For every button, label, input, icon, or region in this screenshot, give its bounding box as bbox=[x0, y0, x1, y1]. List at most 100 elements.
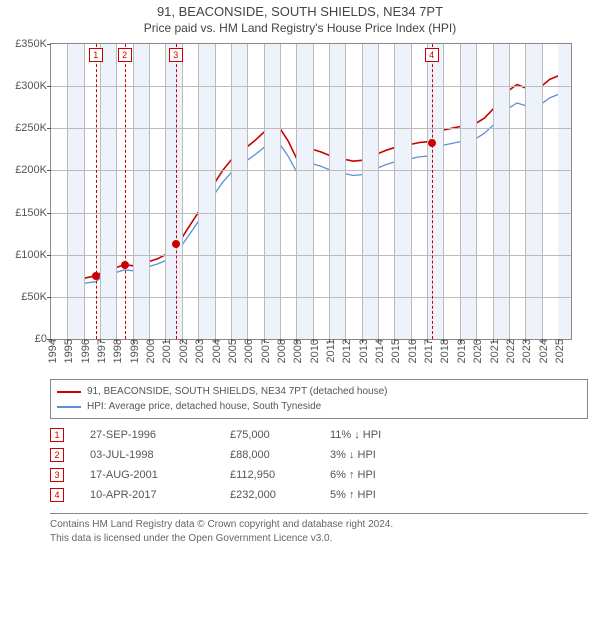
x-axis-label: 2012 bbox=[341, 339, 353, 363]
year-band bbox=[231, 44, 247, 339]
x-axis-label: 2004 bbox=[211, 339, 223, 363]
x-tick bbox=[149, 339, 150, 343]
x-tick bbox=[296, 339, 297, 343]
year-band bbox=[525, 44, 541, 339]
y-axis-label: £300K bbox=[15, 80, 47, 92]
x-axis-label: 2025 bbox=[554, 339, 566, 363]
x-tick bbox=[411, 339, 412, 343]
v-gridline bbox=[313, 44, 314, 339]
sale-refline bbox=[96, 44, 97, 339]
x-tick bbox=[182, 339, 183, 343]
x-axis-label: 2006 bbox=[243, 339, 255, 363]
year-band bbox=[264, 44, 280, 339]
v-gridline bbox=[476, 44, 477, 339]
row-hpi-delta: 11% ↓ HPI bbox=[330, 429, 440, 441]
year-band bbox=[329, 44, 345, 339]
x-tick bbox=[67, 339, 68, 343]
v-gridline bbox=[247, 44, 248, 339]
x-tick bbox=[280, 339, 281, 343]
row-marker: 1 bbox=[50, 428, 64, 442]
v-gridline bbox=[198, 44, 199, 339]
x-axis-label: 2000 bbox=[145, 339, 157, 363]
sale-marker: 4 bbox=[425, 48, 439, 62]
year-band bbox=[133, 44, 149, 339]
footer-attribution: Contains HM Land Registry data © Crown c… bbox=[50, 513, 588, 545]
row-price: £232,000 bbox=[230, 489, 330, 501]
y-tick bbox=[47, 213, 51, 214]
x-tick bbox=[100, 339, 101, 343]
y-axis-label: £200K bbox=[15, 164, 47, 176]
year-band bbox=[67, 44, 83, 339]
y-tick bbox=[47, 128, 51, 129]
table-row: 1 27-SEP-1996£75,00011% ↓ HPI bbox=[50, 425, 588, 445]
x-axis-label: 2016 bbox=[407, 339, 419, 363]
year-band bbox=[493, 44, 509, 339]
v-gridline bbox=[460, 44, 461, 339]
x-axis-label: 2013 bbox=[358, 339, 370, 363]
v-gridline bbox=[149, 44, 150, 339]
x-tick bbox=[525, 339, 526, 343]
year-band bbox=[362, 44, 378, 339]
y-tick bbox=[47, 86, 51, 87]
row-date: 17-AUG-2001 bbox=[90, 469, 230, 481]
v-gridline bbox=[231, 44, 232, 339]
legend-item: 91, BEACONSIDE, SOUTH SHIELDS, NE34 7PT … bbox=[57, 384, 581, 399]
x-axis-label: 2020 bbox=[472, 339, 484, 363]
chart-title: 91, BEACONSIDE, SOUTH SHIELDS, NE34 7PT bbox=[0, 4, 600, 19]
v-gridline bbox=[345, 44, 346, 339]
year-band bbox=[296, 44, 312, 339]
v-gridline bbox=[394, 44, 395, 339]
year-band bbox=[427, 44, 443, 339]
x-tick bbox=[460, 339, 461, 343]
y-tick bbox=[47, 255, 51, 256]
sale-refline bbox=[176, 44, 177, 339]
year-band bbox=[100, 44, 116, 339]
sale-dot bbox=[92, 272, 100, 280]
row-hpi-delta: 5% ↑ HPI bbox=[330, 489, 440, 501]
x-axis-label: 2001 bbox=[161, 339, 173, 363]
x-tick bbox=[493, 339, 494, 343]
x-tick bbox=[247, 339, 248, 343]
legend-swatch bbox=[57, 391, 81, 393]
x-axis-label: 2015 bbox=[390, 339, 402, 363]
sale-refline bbox=[432, 44, 433, 339]
row-price: £88,000 bbox=[230, 449, 330, 461]
y-tick bbox=[47, 170, 51, 171]
x-axis-label: 2017 bbox=[423, 339, 435, 363]
y-axis-label: £0 bbox=[35, 333, 47, 345]
x-axis-label: 1996 bbox=[80, 339, 92, 363]
x-tick bbox=[558, 339, 559, 343]
sale-marker: 1 bbox=[89, 48, 103, 62]
x-tick bbox=[476, 339, 477, 343]
v-gridline bbox=[378, 44, 379, 339]
sale-dot bbox=[172, 240, 180, 248]
v-gridline bbox=[264, 44, 265, 339]
v-gridline bbox=[84, 44, 85, 339]
sale-dot bbox=[428, 139, 436, 147]
x-tick bbox=[165, 339, 166, 343]
v-gridline bbox=[116, 44, 117, 339]
chart-subtitle: Price paid vs. HM Land Registry's House … bbox=[0, 21, 600, 35]
x-axis-label: 2008 bbox=[276, 339, 288, 363]
v-gridline bbox=[542, 44, 543, 339]
x-axis-label: 2019 bbox=[456, 339, 468, 363]
v-gridline bbox=[67, 44, 68, 339]
row-date: 03-JUL-1998 bbox=[90, 449, 230, 461]
v-gridline bbox=[100, 44, 101, 339]
y-tick bbox=[47, 44, 51, 45]
row-price: £75,000 bbox=[230, 429, 330, 441]
x-axis-label: 2023 bbox=[521, 339, 533, 363]
y-axis-label: £250K bbox=[15, 122, 47, 134]
x-tick bbox=[542, 339, 543, 343]
x-tick bbox=[116, 339, 117, 343]
v-gridline bbox=[411, 44, 412, 339]
legend-swatch bbox=[57, 406, 81, 408]
chart-area: £0£50K£100K£150K£200K£250K£300K£350K1994… bbox=[50, 43, 588, 373]
x-axis-label: 1998 bbox=[112, 339, 124, 363]
x-tick bbox=[509, 339, 510, 343]
row-date: 27-SEP-1996 bbox=[90, 429, 230, 441]
x-axis-label: 2010 bbox=[309, 339, 321, 363]
x-axis-label: 1997 bbox=[96, 339, 108, 363]
x-tick bbox=[198, 339, 199, 343]
x-tick bbox=[264, 339, 265, 343]
